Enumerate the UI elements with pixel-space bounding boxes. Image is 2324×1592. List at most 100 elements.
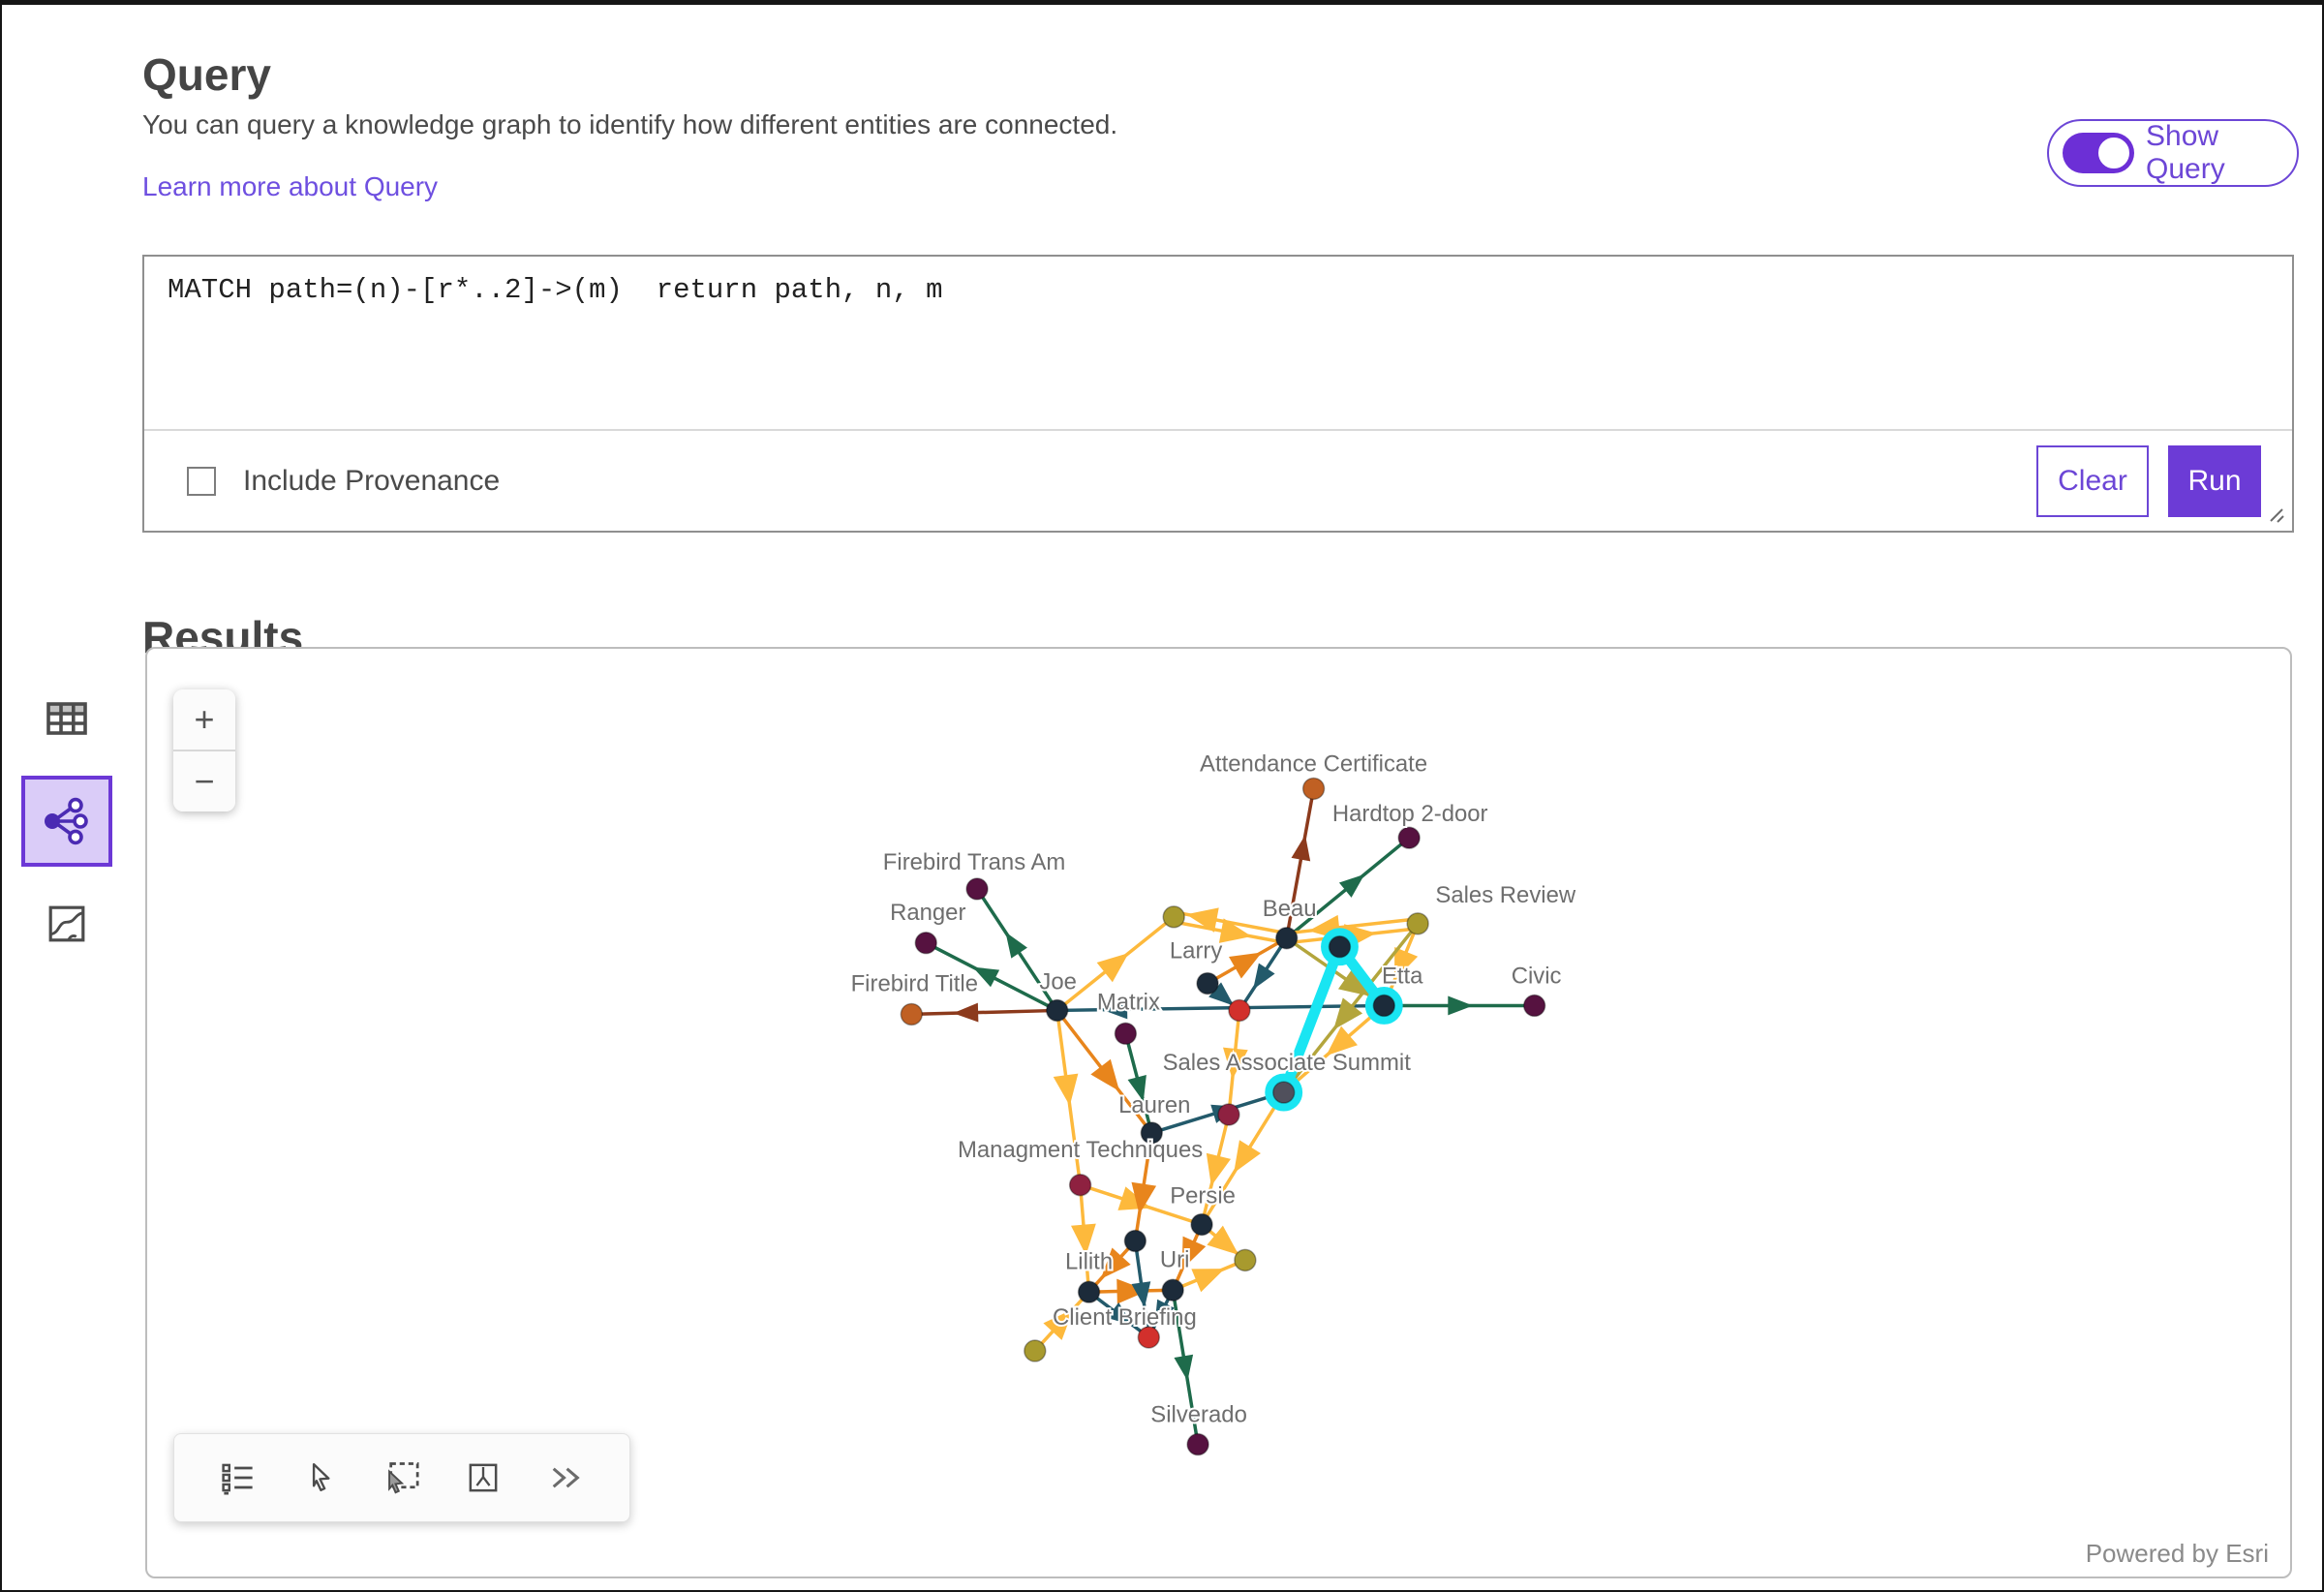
edge-arrow-icon	[1181, 1236, 1207, 1271]
edge-arrow-icon	[1131, 1181, 1157, 1215]
view-switcher	[2, 673, 128, 981]
graph-node-label-larry: Larry	[1170, 938, 1222, 964]
graph-node-beau[interactable]	[1275, 927, 1299, 950]
edge-arrow-icon	[1338, 873, 1365, 898]
graph-node-persie[interactable]	[1190, 1212, 1213, 1237]
graph-node-label-salesreview: Sales Review	[1435, 882, 1575, 908]
run-button[interactable]: Run	[2168, 444, 2261, 517]
graph-node-maroonmid[interactable]	[1217, 1103, 1240, 1126]
graph-node-label-uri: Uri	[1160, 1246, 1190, 1272]
graph-node-olivebl[interactable]	[1024, 1339, 1047, 1362]
edge-arrow-icon	[1206, 1152, 1232, 1186]
edge-arrow-icon	[1043, 1308, 1074, 1340]
edge-arrow-icon	[1228, 952, 1263, 979]
graph-node-label-etta: Etta	[1382, 964, 1423, 990]
graph-node-civic[interactable]	[1522, 994, 1546, 1018]
results-panel: Attendance Certificate Hardtop 2-door Fire…	[145, 647, 2292, 1578]
resize-handle-icon[interactable]	[2259, 498, 2288, 527]
zoom-out-button[interactable]: −	[173, 751, 235, 811]
show-query-toggle[interactable]: Show Query	[2047, 119, 2299, 187]
toggle-switch-icon[interactable]	[2063, 133, 2134, 173]
table-icon	[46, 702, 87, 735]
edge-arrow-icon	[953, 1002, 979, 1023]
graph-edge-beau-ac[interactable]	[1284, 786, 1316, 940]
graph-node-label-matrix: Matrix	[1097, 989, 1160, 1015]
link-chart-icon	[45, 797, 88, 845]
edge-arrow-icon	[1218, 918, 1252, 943]
graph-node-lilith[interactable]	[1077, 1280, 1101, 1303]
graph-node-silverado[interactable]	[1186, 1432, 1209, 1456]
graph-node-salesreview[interactable]	[1406, 912, 1429, 935]
edge-arrow-icon	[1096, 953, 1129, 983]
select-features-icon[interactable]	[381, 1456, 423, 1499]
layout-icon[interactable]	[462, 1456, 505, 1499]
edge-arrow-icon	[1053, 1073, 1079, 1106]
edge-arrow-icon	[1100, 1247, 1131, 1279]
edge-arrow-icon	[972, 966, 1000, 988]
graph-node-uri[interactable]	[1161, 1278, 1184, 1301]
graph-node-oliveleft[interactable]	[1162, 905, 1185, 929]
learn-more-link[interactable]: Learn more about Query	[142, 171, 439, 201]
edge-arrow-icon	[1333, 997, 1363, 1030]
graph-node-joe[interactable]	[1045, 998, 1069, 1023]
query-editor-panel: MATCH path=(n)-[r*..2]->(m) return path,…	[142, 255, 2294, 533]
graph-node-label-lauren: Lauren	[1118, 1092, 1190, 1118]
query-description: You can query a knowledge graph to ident…	[142, 109, 1118, 139]
edge-arrow-icon	[1127, 1074, 1147, 1102]
view-table-button[interactable]	[21, 673, 112, 764]
edge-arrow-icon	[1207, 1225, 1239, 1255]
graph-node-larry[interactable]	[1196, 971, 1219, 995]
legend-list-icon[interactable]	[217, 1456, 260, 1499]
edge-arrow-icon	[1090, 1058, 1120, 1091]
graph-node-redc[interactable]	[1228, 998, 1251, 1023]
graph-edge-joe-ftitle[interactable]	[909, 1008, 1059, 1017]
graph-node-clientb[interactable]	[1137, 1326, 1161, 1349]
graph-node-label-clientb: Client Briefing	[1053, 1304, 1197, 1331]
graph-node-oliveright[interactable]	[1234, 1248, 1257, 1272]
zoom-in-button[interactable]: +	[173, 689, 235, 750]
edge-arrow-icon	[1131, 1281, 1151, 1308]
graph-node-label-lilith: Lilith	[1065, 1248, 1113, 1274]
zoom-controls: + −	[173, 689, 235, 811]
graph-node-sas[interactable]	[1272, 1081, 1296, 1104]
graph-node-midnavy[interactable]	[1123, 1229, 1147, 1253]
query-input[interactable]: MATCH path=(n)-[r*..2]->(m) return path,…	[144, 257, 2292, 431]
graph-node-fta[interactable]	[965, 877, 989, 901]
show-query-label: Show Query	[2146, 120, 2225, 185]
link-chart-svg[interactable]: Attendance Certificate Hardtop 2-door Fire…	[147, 649, 2290, 1577]
edge-arrow-icon	[1208, 982, 1235, 1006]
edge-arrow-icon	[1448, 995, 1474, 1016]
view-map-button[interactable]	[21, 878, 112, 969]
pointer-icon[interactable]	[299, 1456, 342, 1499]
graph-node-hardtop[interactable]	[1397, 826, 1421, 849]
edge-arrow-icon	[1102, 999, 1128, 1020]
query-footer: Include Provenance Clear Run	[144, 431, 2292, 531]
powered-by-esri: Powered by Esri	[2085, 1539, 2269, 1568]
clear-button[interactable]: Clear	[2036, 444, 2149, 517]
graph-node-ranger[interactable]	[914, 932, 937, 955]
graph-toolbar	[173, 1433, 630, 1522]
graph-node-label-sas: Sales Associate Summit	[1163, 1050, 1412, 1076]
edge-arrow-icon	[1326, 1026, 1358, 1056]
edge-arrow-icon	[1071, 1223, 1096, 1256]
edge-arrow-icon	[1394, 946, 1419, 981]
edge-arrow-icon	[1191, 1269, 1225, 1293]
graph-node-tophl[interactable]	[1328, 935, 1352, 959]
include-provenance-checkbox[interactable]	[187, 466, 216, 496]
graph-node-ftitle[interactable]	[900, 1002, 924, 1026]
graph-node-etta[interactable]	[1372, 994, 1395, 1018]
graph-node-label-silverado: Silverado	[1150, 1402, 1247, 1428]
graph-node-ac[interactable]	[1301, 777, 1326, 801]
graph-edge-sas-tophl[interactable]	[1278, 941, 1345, 1098]
graph-node-managment[interactable]	[1068, 1173, 1092, 1197]
edge-arrow-icon	[1005, 932, 1027, 959]
graph-node-matrix[interactable]	[1114, 1022, 1138, 1046]
view-link-chart-button[interactable]	[21, 776, 112, 867]
graph-node-lauren[interactable]	[1140, 1121, 1163, 1145]
graph-edge-salesreview-beau[interactable]	[1284, 917, 1420, 935]
edge-arrow-icon	[1174, 1354, 1194, 1381]
expand-icon[interactable]	[544, 1456, 587, 1499]
edge-arrow-icon	[1116, 1278, 1148, 1304]
highlight-ring	[1265, 1073, 1303, 1112]
